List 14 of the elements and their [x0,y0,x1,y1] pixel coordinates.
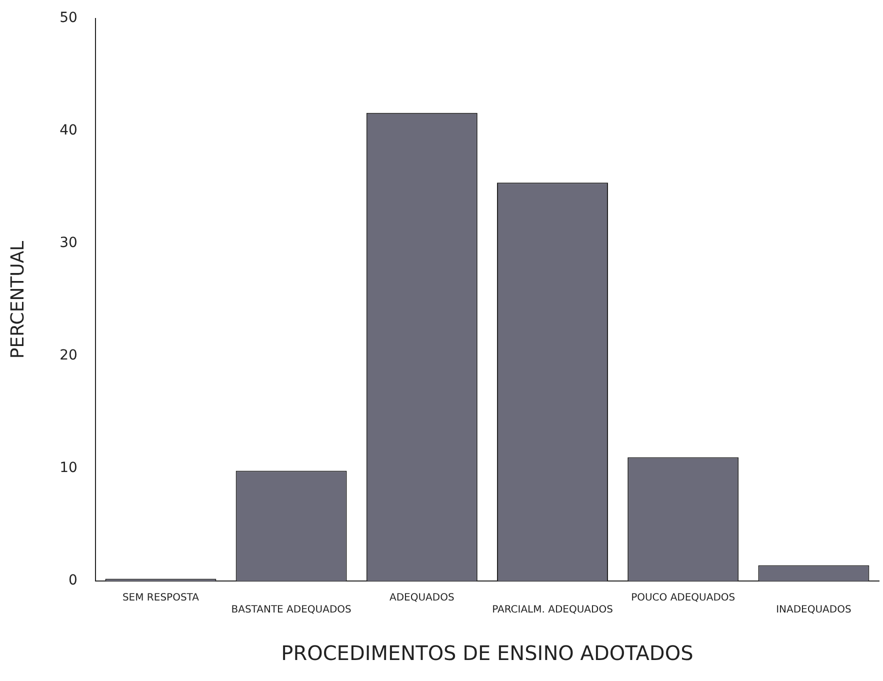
y-tick-label: 40 [60,122,78,139]
y-tick-label: 20 [60,348,78,364]
y-tick-label: 50 [60,10,78,26]
x-tick-label: INADEQUADOS [776,604,852,616]
y-tick-label: 30 [60,235,78,252]
x-axis-title: PROCEDIMENTOS DE ENSINO ADOTADOS [281,641,694,666]
x-tick-label: PARCIALM. ADEQUADOS [492,604,613,616]
y-axis-title: PERCENTUAL [7,240,28,359]
y-tick-label: 0 [68,572,78,589]
x-tick-label: SEM RESPOSTA [122,592,200,604]
x-tick-label: POUCO ADEQUADOS [631,592,736,604]
y-tick-label: 10 [60,460,78,476]
x-tick-label: BASTANTE ADEQUADOS [231,604,352,616]
x-tick-label: ADEQUADOS [390,592,454,604]
